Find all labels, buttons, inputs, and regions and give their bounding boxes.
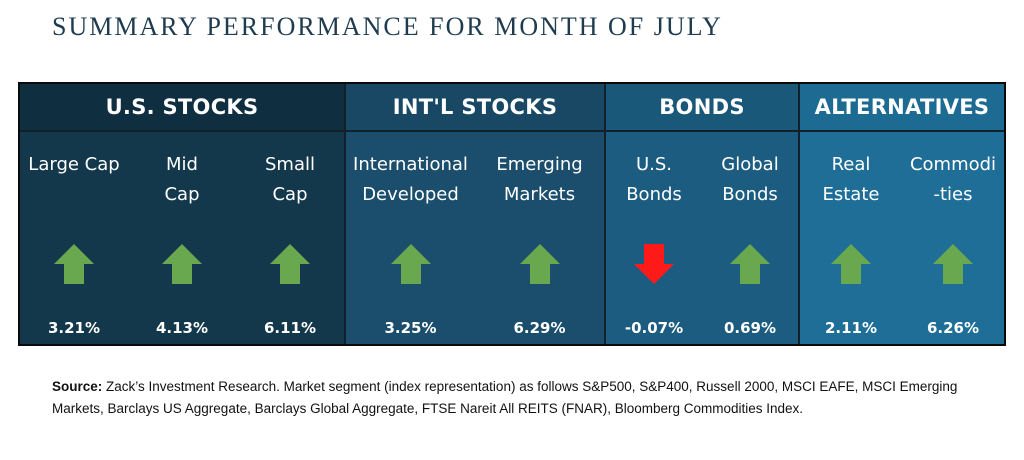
- segment-label: International Developed: [353, 154, 468, 205]
- source-note: Source: Zack’s Investment Research. Mark…: [52, 376, 972, 420]
- segment-value: 3.25%: [384, 319, 437, 337]
- source-label: Source:: [52, 379, 103, 394]
- group-alternatives: ALTERNATIVES Real Estate 2.11% Commodi -…: [798, 84, 1004, 344]
- segment-label: Small Cap: [265, 154, 315, 205]
- up-arrow-icon: [831, 244, 871, 284]
- up-arrow-icon: [730, 244, 770, 284]
- up-arrow-icon: [390, 244, 431, 284]
- segment-emerging-markets: Emerging Markets 6.29%: [475, 132, 604, 344]
- segment-global-bonds: Global Bonds 0.69%: [702, 132, 798, 344]
- segment-label: U.S. Bonds: [626, 154, 682, 205]
- segment-commodities: Commodi -ties 6.26%: [902, 132, 1004, 344]
- group-us-stocks: U.S. STOCKS Large Cap 3.21% Mid Cap 4.13…: [20, 84, 344, 344]
- group-header: INT'L STOCKS: [346, 84, 604, 132]
- up-arrow-icon: [933, 244, 973, 284]
- segment-small-cap: Small Cap 6.11%: [236, 132, 344, 344]
- up-arrow-icon: [519, 244, 560, 284]
- segment-mid-cap: Mid Cap 4.13%: [128, 132, 236, 344]
- segment-value: 6.11%: [263, 319, 317, 337]
- source-text: Zack’s Investment Research. Market segme…: [52, 379, 958, 416]
- up-arrow-icon: [162, 244, 202, 284]
- segment-value: 2.11%: [824, 319, 878, 337]
- performance-panel: U.S. STOCKS Large Cap 3.21% Mid Cap 4.13…: [18, 82, 1006, 346]
- segment-label: Commodi -ties: [909, 154, 997, 205]
- group-header: U.S. STOCKS: [20, 84, 344, 132]
- segment-value: 0.69%: [723, 319, 777, 337]
- segment-value: 6.29%: [513, 319, 566, 337]
- segment-value: 3.21%: [47, 319, 101, 337]
- up-arrow-icon: [270, 244, 310, 284]
- group-bonds: BONDS U.S. Bonds -0.07% Global Bonds 0.6…: [604, 84, 798, 344]
- segment-value: 4.13%: [155, 319, 209, 337]
- segment-us-bonds: U.S. Bonds -0.07%: [606, 132, 702, 344]
- segment-label: Mid Cap: [164, 154, 200, 205]
- segment-value: 6.26%: [926, 319, 980, 337]
- segment-international-developed: International Developed 3.25%: [346, 132, 475, 344]
- page-title: SUMMARY PERFORMANCE FOR MONTH OF JULY: [52, 12, 723, 41]
- segment-large-cap: Large Cap 3.21%: [20, 132, 128, 344]
- down-arrow-icon: [634, 244, 674, 284]
- group-header: ALTERNATIVES: [800, 84, 1004, 132]
- segment-value: -0.07%: [624, 319, 684, 337]
- segment-label: Real Estate: [822, 154, 880, 205]
- segment-real-estate: Real Estate 2.11%: [800, 132, 902, 344]
- segment-label: Global Bonds: [721, 154, 779, 205]
- up-arrow-icon: [54, 244, 94, 284]
- group-intl-stocks: INT'L STOCKS International Developed 3.2…: [344, 84, 604, 344]
- segment-label: Large Cap: [28, 154, 120, 175]
- segment-label: Emerging Markets: [496, 154, 583, 205]
- group-header: BONDS: [606, 84, 798, 132]
